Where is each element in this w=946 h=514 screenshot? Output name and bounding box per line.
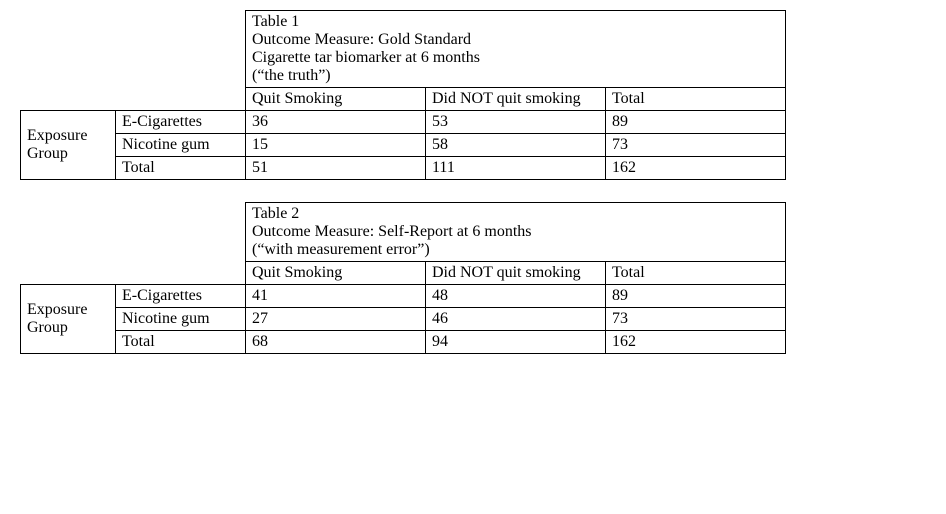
cell: 68 bbox=[246, 331, 426, 354]
blank-cell bbox=[116, 88, 246, 111]
cell: 94 bbox=[426, 331, 606, 354]
table-row: Quit Smoking Did NOT quit smoking Total bbox=[21, 88, 786, 111]
title-line: Table 2 bbox=[252, 205, 779, 223]
row-label: E-Cigarettes bbox=[116, 285, 246, 308]
row-label: Nicotine gum bbox=[116, 308, 246, 331]
table-row: Total 51 111 162 bbox=[21, 157, 786, 180]
table-row: Nicotine gum 15 58 73 bbox=[21, 134, 786, 157]
cell: 73 bbox=[606, 308, 786, 331]
cell: 73 bbox=[606, 134, 786, 157]
row-label: Total bbox=[116, 157, 246, 180]
cell: 162 bbox=[606, 331, 786, 354]
title-line: (“the truth”) bbox=[252, 67, 779, 85]
cell: 41 bbox=[246, 285, 426, 308]
table-row: Quit Smoking Did NOT quit smoking Total bbox=[21, 262, 786, 285]
col-header: Quit Smoking bbox=[246, 88, 426, 111]
col-header: Total bbox=[606, 88, 786, 111]
blank-cell bbox=[116, 11, 246, 88]
blank-cell bbox=[21, 203, 116, 262]
cell: 162 bbox=[606, 157, 786, 180]
cell: 53 bbox=[426, 111, 606, 134]
cell: 46 bbox=[426, 308, 606, 331]
col-header: Did NOT quit smoking bbox=[426, 88, 606, 111]
blank-cell bbox=[21, 88, 116, 111]
title-line: Cigarette tar biomarker at 6 months bbox=[252, 49, 779, 67]
title-line: (“with measurement error”) bbox=[252, 241, 779, 259]
table-row: Table 1 Outcome Measure: Gold Standard C… bbox=[21, 11, 786, 88]
cell: 27 bbox=[246, 308, 426, 331]
table-row: Nicotine gum 27 46 73 bbox=[21, 308, 786, 331]
cell: 111 bbox=[426, 157, 606, 180]
blank-cell bbox=[21, 262, 116, 285]
cell: 89 bbox=[606, 111, 786, 134]
blank-cell bbox=[21, 11, 116, 88]
table-row: Table 2 Outcome Measure: Self-Report at … bbox=[21, 203, 786, 262]
title-line: Table 1 bbox=[252, 13, 779, 31]
table-1-title: Table 1 Outcome Measure: Gold Standard C… bbox=[246, 11, 786, 88]
col-header: Total bbox=[606, 262, 786, 285]
table-row: Total 68 94 162 bbox=[21, 331, 786, 354]
row-group-label: Exposure Group bbox=[21, 285, 116, 354]
row-label: Nicotine gum bbox=[116, 134, 246, 157]
title-line: Outcome Measure: Self-Report at 6 months bbox=[252, 223, 779, 241]
table-2: Table 2 Outcome Measure: Self-Report at … bbox=[20, 202, 786, 354]
table-row: Exposure Group E-Cigarettes 41 48 89 bbox=[21, 285, 786, 308]
cell: 48 bbox=[426, 285, 606, 308]
row-label: Total bbox=[116, 331, 246, 354]
cell: 15 bbox=[246, 134, 426, 157]
row-label: E-Cigarettes bbox=[116, 111, 246, 134]
cell: 58 bbox=[426, 134, 606, 157]
table-2-title: Table 2 Outcome Measure: Self-Report at … bbox=[246, 203, 786, 262]
col-header: Did NOT quit smoking bbox=[426, 262, 606, 285]
cell: 89 bbox=[606, 285, 786, 308]
blank-cell bbox=[116, 203, 246, 262]
col-header: Quit Smoking bbox=[246, 262, 426, 285]
cell: 51 bbox=[246, 157, 426, 180]
table-1: Table 1 Outcome Measure: Gold Standard C… bbox=[20, 10, 786, 180]
row-group-label: Exposure Group bbox=[21, 111, 116, 180]
cell: 36 bbox=[246, 111, 426, 134]
table-row: Exposure Group E-Cigarettes 36 53 89 bbox=[21, 111, 786, 134]
title-line: Outcome Measure: Gold Standard bbox=[252, 31, 779, 49]
blank-cell bbox=[116, 262, 246, 285]
